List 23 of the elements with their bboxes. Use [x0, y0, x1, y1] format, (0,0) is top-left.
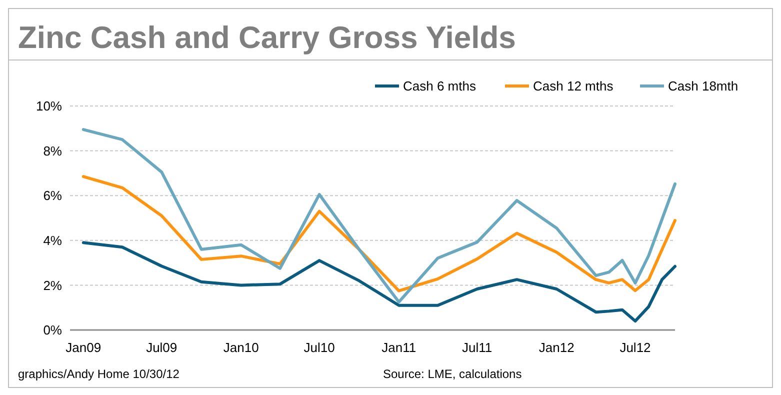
line-series [82, 128, 676, 304]
y-tick-label: 4% [43, 232, 62, 248]
x-tick-label: Jan09 [66, 340, 102, 355]
x-tick-label: Jul12 [620, 340, 651, 355]
x-tick-label: Jul09 [146, 340, 178, 355]
y-tick-label: 6% [43, 188, 62, 204]
line-series [82, 241, 676, 323]
y-tick-label: 8% [43, 143, 62, 158]
x-tick-label: Jan12 [538, 340, 574, 355]
x-tick-label: Jul11 [462, 340, 492, 355]
source-note: Source: LME, calculations [383, 367, 522, 381]
text: graphics/Andy Home 10/30/12 [18, 367, 180, 381]
line-series [82, 175, 676, 292]
chart-title: Zinc Cash and Carry Gross Yields [18, 20, 516, 55]
legend-label: Cash 6 mths [403, 78, 476, 94]
x-tick-label: Jan11 [382, 340, 416, 355]
y-tick-label: 10% [36, 98, 62, 114]
legend-label: Cash 12 mths [533, 78, 614, 94]
x-tick-label: Jan10 [223, 340, 259, 355]
y-tick-label: 0% [43, 322, 62, 338]
legend-label: Cash 18mth [668, 78, 738, 94]
y-tick-label: 2% [43, 278, 62, 293]
x-tick-label: Jul10 [304, 340, 335, 355]
